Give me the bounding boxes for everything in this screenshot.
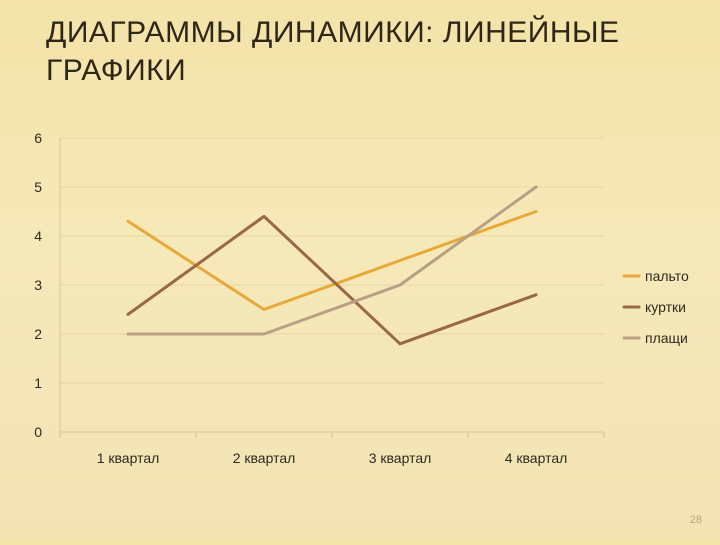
y-tick-label: 6 [34,130,42,146]
slide-title: ДИАГРАММЫ ДИНАМИКИ: ЛИНЕЙНЫЕ ГРАФИКИ [46,16,620,87]
y-tick-label: 5 [34,179,42,195]
y-tick-label: 4 [34,228,42,244]
legend-label-2: плащи [645,330,688,346]
x-tick-label: 3 квартал [369,450,432,466]
y-tick-label: 0 [34,424,42,440]
y-tick-label: 2 [34,326,42,342]
series-line-0 [126,210,538,311]
page-number: 28 [689,514,702,526]
y-tick-label: 3 [34,277,42,293]
series-line-1 [126,214,538,346]
y-tick-label: 1 [34,375,42,391]
x-tick-label: 1 квартал [97,450,160,466]
x-tick-label: 4 квартал [505,450,568,466]
legend-label-1: куртки [645,299,686,315]
series-line-2 [126,185,538,336]
legend-label-0: пальто [645,268,689,284]
x-tick-label: 2 квартал [233,450,296,466]
